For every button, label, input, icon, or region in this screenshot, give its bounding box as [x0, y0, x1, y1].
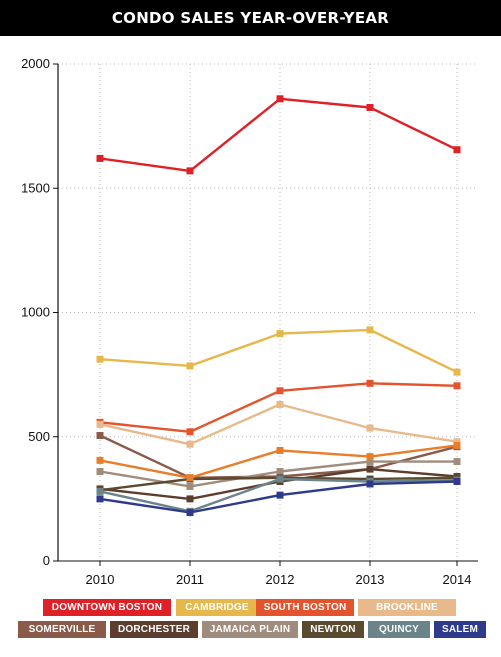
data-point-downtown-boston-2014	[453, 146, 461, 154]
y-tick-label-500: 500	[28, 429, 50, 444]
data-point-cambridge-2012	[276, 330, 284, 338]
legend-item-brookline: BROOKLINE	[358, 599, 456, 616]
data-point-series-10-2014	[453, 441, 461, 449]
data-point-dorchester-2013	[366, 465, 374, 473]
data-point-jamaica-plain-2010	[96, 468, 104, 476]
data-point-cambridge-2014	[453, 368, 461, 376]
data-point-salem-2014	[453, 477, 461, 485]
x-tick-label-2011: 2011	[176, 572, 204, 587]
legend-item-cambridge: CAMBRIDGE	[176, 599, 258, 616]
legend-item-newton: NEWTON	[302, 621, 364, 638]
series-line-downtown-boston	[99, 97, 458, 173]
chart-title: CONDO SALES YEAR-OVER-YEAR	[111, 9, 390, 27]
legend-item-south-boston: SOUTH BOSTON	[256, 599, 354, 616]
data-point-brookline-2014	[453, 438, 461, 446]
data-point-south-boston-2014	[453, 382, 461, 390]
y-tick-label-0: 0	[43, 553, 50, 568]
y-tick-label-1000: 1000	[21, 305, 50, 320]
data-point-downtown-boston-2010	[96, 154, 104, 162]
data-point-south-boston-2013	[366, 379, 374, 387]
data-point-series-10-2011	[186, 474, 194, 482]
data-point-downtown-boston-2012	[276, 95, 284, 103]
y-tick-label-2000: 2000	[21, 56, 50, 71]
x-tick-label-2010: 2010	[86, 572, 115, 587]
data-point-jamaica-plain-2012	[276, 468, 284, 476]
data-point-cambridge-2013	[366, 326, 374, 334]
data-point-jamaica-plain-2011	[186, 482, 194, 490]
legend: DOWNTOWN BOSTON CAMBRIDGE SOUTH BOSTON B…	[0, 596, 501, 644]
legend-item-quincy: QUINCY	[368, 621, 430, 638]
data-point-cambridge-2011	[186, 362, 194, 370]
data-point-brookline-2010	[96, 420, 104, 428]
data-point-downtown-boston-2013	[366, 103, 374, 111]
data-point-downtown-boston-2011	[186, 167, 194, 175]
data-point-salem-2010	[96, 495, 104, 503]
data-point-cambridge-2010	[96, 355, 104, 363]
y-tick-label-1500: 1500	[21, 180, 50, 195]
legend-item-downtown-boston: DOWNTOWN BOSTON	[43, 599, 171, 616]
data-point-somerville-2010	[96, 432, 104, 440]
data-point-jamaica-plain-2013	[366, 458, 374, 466]
legend-item-dorchester: DORCHESTER	[110, 621, 198, 638]
series-line-brookline	[99, 403, 458, 446]
data-point-series-10-2012	[276, 446, 284, 454]
x-tick-label-2014: 2014	[443, 572, 472, 587]
data-point-salem-2013	[366, 480, 374, 488]
data-point-salem-2011	[186, 509, 194, 517]
x-tick-label-2012: 2012	[266, 572, 295, 587]
legend-item-somerville: SOMERVILLE	[18, 621, 106, 638]
legend-item-salem: SALEM	[434, 621, 486, 638]
chart-title-bar: CONDO SALES YEAR-OVER-YEAR	[0, 0, 501, 36]
line-chart: 0 500 1000 1500 2000 2010 2011 2012 2013 2014	[21, 56, 478, 587]
data-point-brookline-2012	[276, 400, 284, 408]
x-tick-label-2013: 2013	[356, 572, 385, 587]
data-point-brookline-2013	[366, 424, 374, 432]
data-point-series-10-2010	[96, 456, 104, 464]
data-point-south-boston-2012	[276, 387, 284, 395]
data-point-quincy-2012	[276, 475, 284, 483]
data-point-salem-2012	[276, 491, 284, 499]
data-point-series-10-2013	[366, 453, 374, 461]
data-point-quincy-2010	[96, 487, 104, 495]
data-point-brookline-2011	[186, 440, 194, 448]
data-point-south-boston-2011	[186, 428, 194, 436]
legend-item-jamaica-plain: JAMAICA PLAIN	[202, 621, 298, 638]
data-point-jamaica-plain-2014	[453, 458, 461, 466]
data-point-dorchester-2011	[186, 495, 194, 503]
